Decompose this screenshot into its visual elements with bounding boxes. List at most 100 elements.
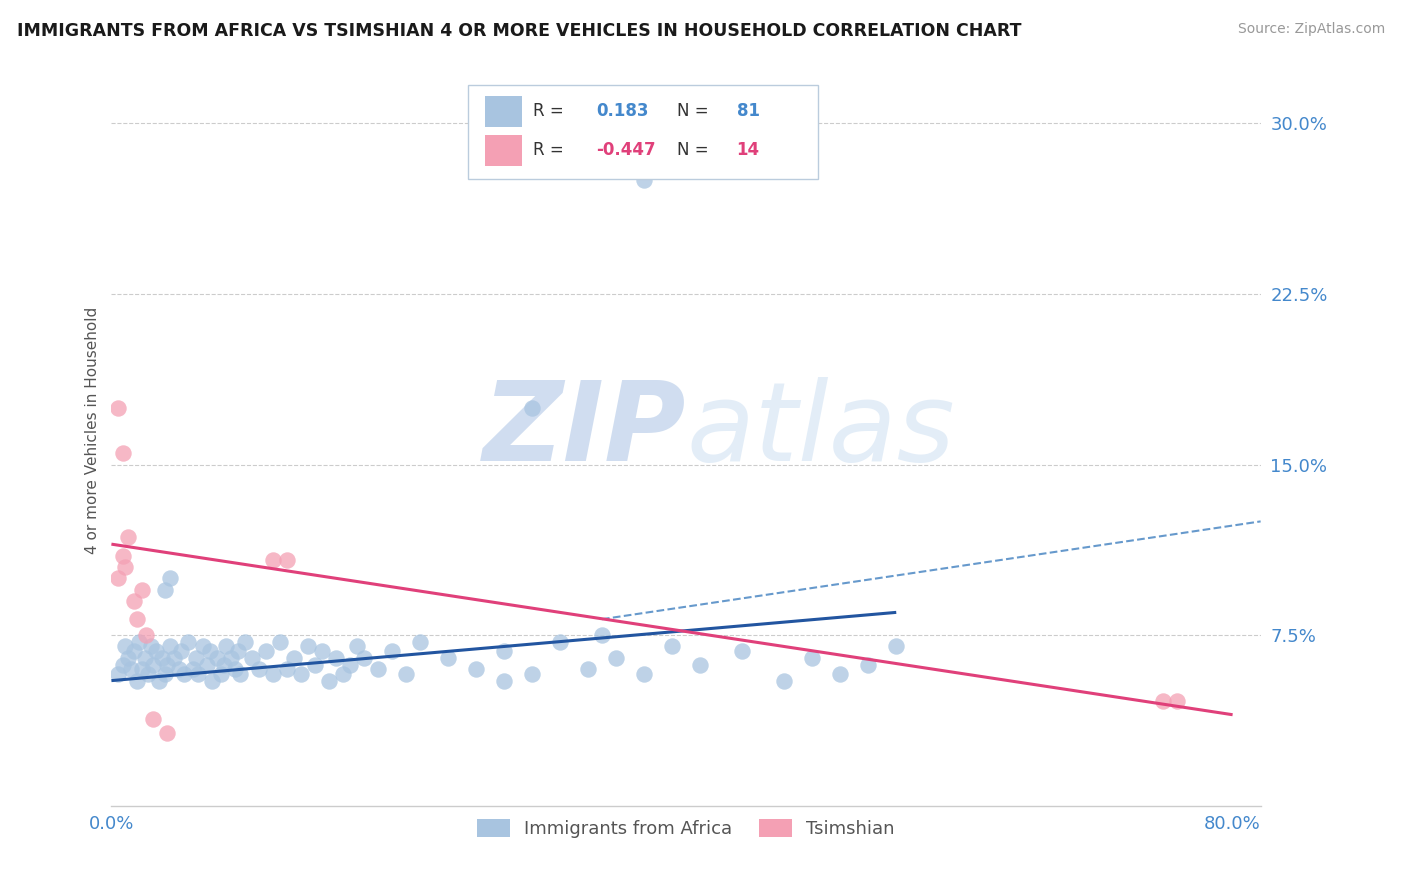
Point <box>311 644 333 658</box>
Point <box>181 662 204 676</box>
Point <box>247 662 270 676</box>
Text: 14: 14 <box>737 142 759 160</box>
Point <box>107 666 129 681</box>
Point <box>1166 694 1188 708</box>
Point <box>131 662 153 676</box>
Point <box>122 594 145 608</box>
Point <box>290 666 312 681</box>
Point <box>148 673 170 688</box>
Text: R =: R = <box>533 142 569 160</box>
Point <box>276 662 298 676</box>
Point <box>283 651 305 665</box>
Point <box>633 173 655 187</box>
Point <box>159 640 181 654</box>
Point <box>131 582 153 597</box>
Point <box>492 673 515 688</box>
Point <box>159 571 181 585</box>
Point <box>346 640 368 654</box>
Text: Source: ZipAtlas.com: Source: ZipAtlas.com <box>1237 22 1385 37</box>
Point <box>731 644 754 658</box>
Point <box>276 553 298 567</box>
Point <box>167 662 190 676</box>
Point <box>367 662 389 676</box>
Point <box>212 657 235 672</box>
Point <box>520 666 543 681</box>
Text: -0.447: -0.447 <box>596 142 657 160</box>
Point <box>409 635 432 649</box>
FancyBboxPatch shape <box>485 135 522 166</box>
Point <box>117 530 139 544</box>
Point <box>884 640 907 654</box>
Point <box>142 657 165 672</box>
Point <box>122 644 145 658</box>
Legend: Immigrants from Africa, Tsimshian: Immigrants from Africa, Tsimshian <box>470 812 903 846</box>
Point <box>233 635 256 649</box>
Point <box>153 666 176 681</box>
Point <box>262 553 284 567</box>
Point <box>111 446 134 460</box>
Point <box>184 651 207 665</box>
Text: N =: N = <box>676 142 714 160</box>
Point <box>209 666 232 681</box>
Point <box>353 651 375 665</box>
Point <box>269 635 291 649</box>
Point <box>591 628 613 642</box>
Point <box>198 644 221 658</box>
Point <box>170 644 193 658</box>
FancyBboxPatch shape <box>468 85 818 179</box>
Text: 81: 81 <box>737 103 759 120</box>
Point <box>139 640 162 654</box>
Point <box>145 644 167 658</box>
Point <box>395 666 418 681</box>
Point <box>605 651 627 665</box>
Text: ZIP: ZIP <box>482 377 686 484</box>
Point <box>226 644 249 658</box>
Point <box>325 651 347 665</box>
Point <box>254 644 277 658</box>
Point <box>153 582 176 597</box>
Point <box>125 673 148 688</box>
Point <box>107 571 129 585</box>
Point <box>262 666 284 681</box>
Point <box>633 666 655 681</box>
Point <box>219 651 242 665</box>
Point <box>381 644 404 658</box>
Point <box>114 560 136 574</box>
Point <box>318 673 340 688</box>
Point <box>128 635 150 649</box>
Point <box>156 657 179 672</box>
Y-axis label: 4 or more Vehicles in Household: 4 or more Vehicles in Household <box>86 307 100 554</box>
Point <box>215 640 238 654</box>
Point <box>156 726 179 740</box>
Point <box>125 612 148 626</box>
Point <box>304 657 326 672</box>
Point <box>107 401 129 415</box>
Point <box>661 640 683 654</box>
Point <box>773 673 796 688</box>
FancyBboxPatch shape <box>485 95 522 128</box>
Point <box>520 401 543 415</box>
Point <box>297 640 319 654</box>
Text: atlas: atlas <box>686 377 955 484</box>
Point <box>142 712 165 726</box>
Point <box>134 651 156 665</box>
Point <box>339 657 361 672</box>
Point <box>187 666 209 681</box>
Point <box>136 666 159 681</box>
Point <box>224 662 246 676</box>
Text: R =: R = <box>533 103 569 120</box>
Point <box>464 662 486 676</box>
Point <box>830 666 852 681</box>
Point <box>689 657 711 672</box>
Point <box>1152 694 1174 708</box>
Point <box>201 673 224 688</box>
Point <box>548 635 571 649</box>
Point <box>801 651 824 665</box>
Point <box>436 651 458 665</box>
Point <box>229 666 252 681</box>
Point <box>240 651 263 665</box>
Point <box>576 662 599 676</box>
Point <box>111 657 134 672</box>
Point <box>191 640 214 654</box>
Point <box>117 651 139 665</box>
